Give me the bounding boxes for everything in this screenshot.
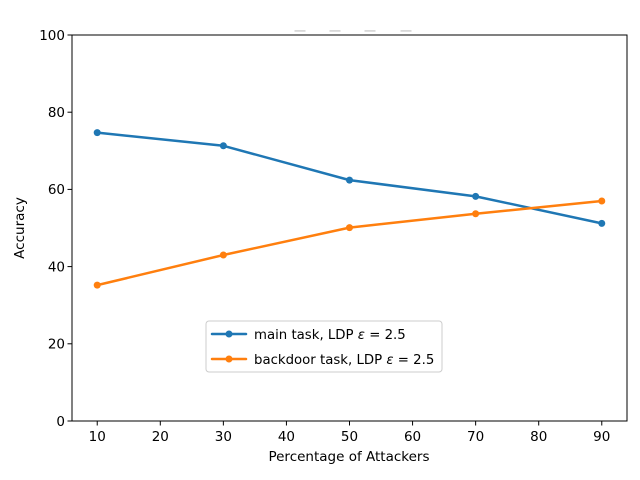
clipped-title-fragment — [364, 30, 376, 32]
x-tick-label-60: 60 — [404, 429, 421, 445]
y-tick-label-40: 40 — [48, 259, 65, 275]
legend-box — [205, 320, 443, 373]
legend-marker-backdoor-task — [225, 355, 233, 363]
x-tick-label-30: 30 — [215, 429, 232, 445]
data-point-backdoor-task-90 — [598, 197, 606, 205]
y-tick-label-60: 60 — [48, 182, 65, 198]
y-tick-label-100: 100 — [39, 28, 65, 44]
x-axis-label: Percentage of Attackers — [268, 449, 429, 465]
x-tick-label-80: 80 — [530, 429, 547, 445]
x-tick-label-70: 70 — [467, 429, 484, 445]
data-point-backdoor-task-10 — [93, 281, 101, 289]
legend-label-main-task: main task, LDP ε = 2.5 — [254, 328, 406, 343]
x-tick-label-20: 20 — [152, 429, 169, 445]
series-line-backdoor-task — [95, 199, 604, 287]
data-point-main-task-50 — [346, 176, 353, 184]
data-point-main-task-30 — [219, 142, 227, 150]
y-tick-label-0: 0 — [56, 414, 65, 430]
plot-area: 10 20 30 40 50 60 70 80 90 0 20 40 60 80 100 — [39, 28, 628, 445]
legend: main task, LDP ε = 2.5 backdoor task, LDP… — [205, 320, 443, 373]
legend-marker-main-task — [225, 330, 233, 338]
y-axis-label: Accuracy — [12, 197, 28, 259]
data-point-main-task-90 — [598, 219, 606, 227]
data-point-backdoor-task-70 — [472, 210, 480, 218]
y-tick-label-80: 80 — [48, 105, 65, 121]
data-point-main-task-10 — [93, 129, 101, 137]
x-tick-label-10: 10 — [89, 429, 106, 445]
clipped-title-fragment — [294, 30, 306, 32]
legend-label-backdoor-task: backdoor task, LDP ε = 2.5 — [254, 353, 434, 368]
data-point-main-task-70 — [472, 192, 480, 200]
data-point-backdoor-task-30 — [219, 251, 227, 259]
x-tick-label-40: 40 — [278, 429, 295, 445]
y-tick-label-20: 20 — [48, 337, 65, 353]
clipped-title-fragment — [329, 30, 341, 32]
clipped-title-fragment — [400, 30, 412, 32]
data-point-backdoor-task-50 — [346, 224, 353, 232]
x-tick-label-90: 90 — [593, 429, 610, 445]
x-tick-label-50: 50 — [341, 429, 358, 445]
